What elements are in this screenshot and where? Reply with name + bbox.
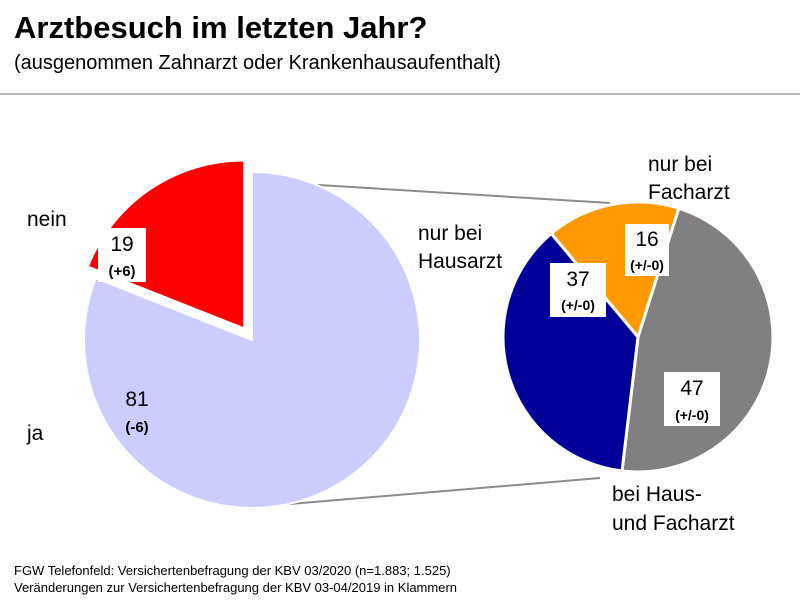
slice-nein [86,159,246,330]
slice-ja [83,170,421,509]
footnote-changes: Veränderungen zur Versichertenbefragung … [14,580,458,595]
category-label-beide-line2: und Facharzt [612,512,735,535]
value-box-facharzt [625,224,669,276]
chart-title: Arztbesuch im letzten Jahr? [14,10,428,45]
category-label-facharzt-line2: Facharzt [648,181,730,204]
value-label-beide: 47 [680,377,703,400]
value-label-facharzt: 16 [635,228,658,251]
change-label-ja: (-6) [125,419,148,436]
value-label-ja: 81 [125,388,148,411]
title-divider [0,93,800,95]
change-label-beide: (+/-0) [675,407,709,423]
chart-subtitle: (ausgenommen Zahnarzt oder Krankenhausau… [14,52,501,74]
change-label-facharzt: (+/-0) [630,257,664,273]
value-box-beide [664,372,720,426]
slice-nur-hausarzt [501,231,640,473]
value-box-hausarzt [550,263,606,317]
value-label-nein: 19 [110,233,133,256]
value-label-hausarzt: 37 [566,268,589,291]
category-label-beide-line1: bei Haus- [612,483,702,506]
category-label-facharzt-line1: nur bei [648,153,712,176]
category-label-hausarzt-line1: nur bei [418,222,482,245]
pie-arztart: 16 (+/-0) 37 (+/-0) 47 (+/-0) nur bei Facharzt n… [418,153,775,535]
connector-line-bottom [253,477,601,508]
value-box-nein [98,228,146,282]
change-label-nein: (+6) [108,263,135,280]
pie-arztbesuch: 19 (+6) 81 (-6) nein ja [26,159,421,509]
category-label-nein: nein [27,208,67,231]
category-label-hausarzt-line2: Hausarzt [418,250,502,273]
footnote-source: FGW Telefonfeld: Versichertenbefragung d… [14,563,451,578]
change-label-hausarzt: (+/-0) [561,297,595,313]
category-label-ja: ja [26,422,44,445]
